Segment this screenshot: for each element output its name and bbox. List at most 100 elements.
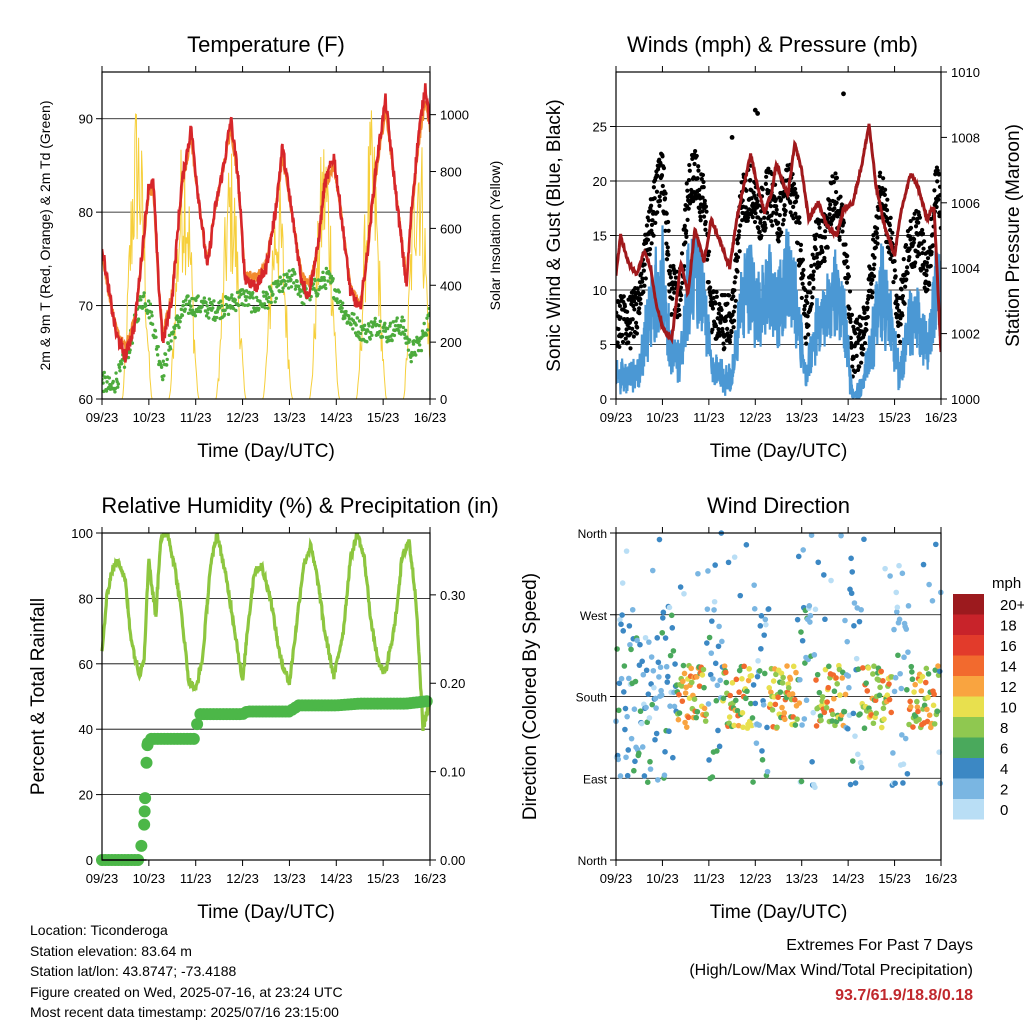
direction-point bbox=[790, 663, 797, 670]
gust-point bbox=[716, 311, 721, 316]
gust-point bbox=[617, 303, 623, 309]
gust-point bbox=[757, 229, 762, 235]
direction-point bbox=[631, 767, 637, 774]
gust-point bbox=[875, 241, 880, 246]
dewpoint-point bbox=[223, 308, 227, 312]
direction-point bbox=[772, 701, 779, 708]
dewpoint-point bbox=[403, 328, 408, 333]
x-axis-label: Time (Day/UTC) bbox=[197, 902, 335, 923]
dewpoint-point bbox=[352, 312, 356, 316]
gust-point bbox=[684, 181, 689, 186]
y-tick-label: 0 bbox=[86, 853, 93, 868]
direction-point bbox=[807, 619, 813, 625]
direction-point bbox=[863, 680, 869, 686]
extremes-box: Extremes For Past 7 Days (High/Low/Max W… bbox=[689, 933, 973, 1008]
gust-point bbox=[731, 309, 736, 314]
gust-point bbox=[884, 208, 890, 213]
colorbar-level-label: 6 bbox=[1000, 741, 1008, 758]
y-axis-label-right: Solar Insolation (Yellow) bbox=[487, 161, 503, 311]
direction-point bbox=[834, 681, 840, 687]
gust-point bbox=[907, 247, 912, 252]
direction-point bbox=[842, 691, 849, 698]
gust-point bbox=[755, 199, 760, 204]
y-axis-label: 2m & 9m T (Red, Orange) & 2m Td (Green) bbox=[37, 101, 53, 371]
gust-point bbox=[795, 194, 800, 199]
gust-point bbox=[801, 273, 806, 278]
gust-point bbox=[854, 317, 860, 322]
gust-point bbox=[938, 193, 941, 198]
dewpoint-point bbox=[102, 381, 105, 385]
gust-point bbox=[697, 187, 702, 193]
direction-point bbox=[841, 708, 848, 715]
gust-point bbox=[630, 326, 635, 331]
gust-point bbox=[911, 240, 916, 245]
direction-point bbox=[878, 724, 885, 731]
dewpoint-point bbox=[226, 312, 231, 317]
direction-point bbox=[647, 758, 653, 765]
gust-point bbox=[930, 243, 936, 248]
direction-point bbox=[656, 674, 662, 680]
dewpoint-point bbox=[388, 324, 392, 328]
direction-point bbox=[851, 600, 858, 606]
gust-point bbox=[845, 253, 850, 259]
dewpoint-point bbox=[340, 306, 344, 310]
gust-point bbox=[885, 197, 890, 202]
direction-point bbox=[727, 692, 734, 699]
gust-point bbox=[694, 153, 699, 159]
direction-point bbox=[898, 685, 905, 692]
gust-point bbox=[632, 299, 637, 304]
dewpoint-point bbox=[167, 333, 172, 338]
dewpoint-point bbox=[162, 374, 166, 378]
y-tick-label: North bbox=[578, 854, 607, 868]
gust-point bbox=[641, 268, 646, 273]
gust-point bbox=[834, 175, 840, 180]
dewpoint-point bbox=[292, 281, 296, 285]
x-tick-label: 12/23 bbox=[739, 871, 772, 886]
direction-point bbox=[919, 673, 926, 680]
direction-point bbox=[715, 727, 721, 734]
direction-point bbox=[722, 669, 729, 676]
gust-point bbox=[887, 223, 892, 228]
direction-point bbox=[677, 584, 684, 590]
gust-point bbox=[937, 184, 941, 189]
gust-point bbox=[810, 273, 816, 278]
direction-point bbox=[744, 688, 750, 695]
direction-point bbox=[667, 652, 674, 659]
plot-border bbox=[615, 71, 942, 400]
gust-point bbox=[704, 209, 709, 214]
dewpoint-point bbox=[284, 282, 288, 287]
gust-point bbox=[920, 227, 925, 233]
direction-point bbox=[643, 667, 650, 674]
gust-point bbox=[628, 346, 633, 351]
colorbar-swatch bbox=[953, 758, 984, 779]
gust-point bbox=[883, 187, 888, 192]
elevation-text: Station elevation: 83.64 m bbox=[30, 942, 192, 959]
x-tick-label: 10/23 bbox=[133, 410, 166, 425]
dewpoint-point bbox=[196, 294, 200, 298]
gust-point bbox=[804, 341, 809, 346]
direction-point bbox=[623, 548, 630, 554]
direction-point bbox=[660, 609, 667, 616]
direction-point bbox=[926, 581, 932, 588]
precip-point bbox=[141, 739, 154, 752]
gust-point bbox=[763, 225, 768, 231]
direction-point bbox=[614, 646, 620, 652]
gust-point bbox=[881, 176, 886, 181]
gust-point bbox=[682, 207, 688, 212]
humidity-plot-area bbox=[96, 533, 433, 866]
gust-point bbox=[674, 269, 679, 274]
gust-point bbox=[749, 196, 754, 201]
gust-point bbox=[848, 335, 853, 341]
gust-point bbox=[834, 200, 839, 205]
dewpoint-point bbox=[377, 323, 381, 328]
direction-point bbox=[649, 701, 656, 708]
x-axis-label: Time (Day/UTC) bbox=[710, 902, 848, 923]
direction-point bbox=[754, 673, 761, 680]
dewpoint-point bbox=[102, 370, 106, 375]
y-tick-label: 80 bbox=[79, 591, 93, 606]
rh-series bbox=[100, 533, 432, 732]
direction-point bbox=[857, 711, 863, 717]
gust-point bbox=[734, 258, 740, 263]
direction-point bbox=[858, 606, 864, 613]
dewpoint-point bbox=[425, 316, 429, 320]
